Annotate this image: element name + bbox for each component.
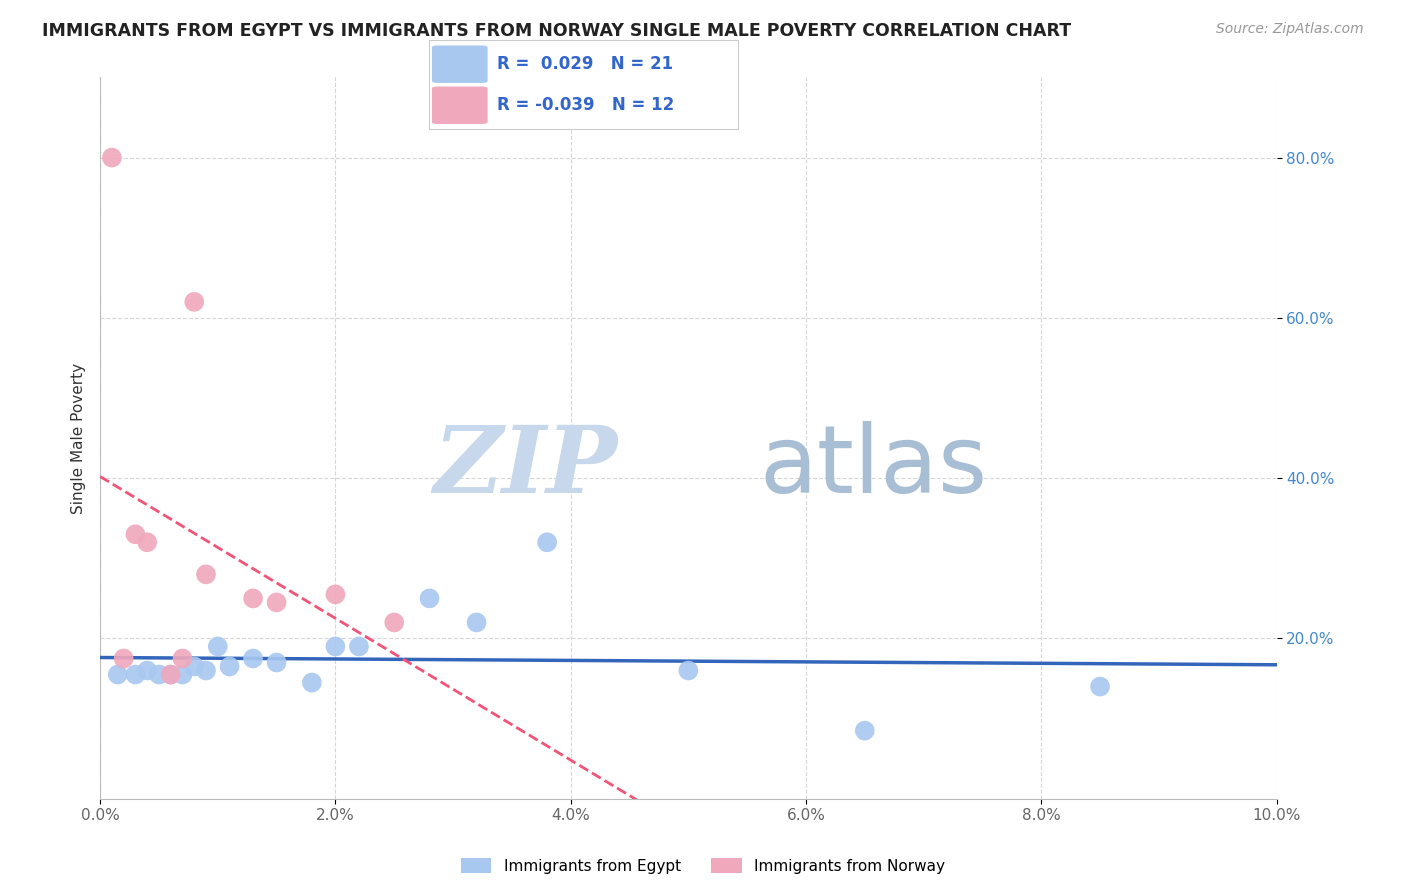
Y-axis label: Single Male Poverty: Single Male Poverty xyxy=(72,362,86,514)
Point xyxy=(1088,680,1111,694)
Point xyxy=(382,615,405,630)
Point xyxy=(347,640,370,654)
Point xyxy=(266,656,288,670)
Point xyxy=(172,667,194,681)
Point xyxy=(325,587,347,601)
Point xyxy=(266,595,288,609)
Point xyxy=(207,640,229,654)
Text: Source: ZipAtlas.com: Source: ZipAtlas.com xyxy=(1216,22,1364,37)
Point xyxy=(124,527,146,541)
Point xyxy=(301,675,323,690)
FancyBboxPatch shape xyxy=(432,45,488,83)
Text: R = -0.039   N = 12: R = -0.039 N = 12 xyxy=(496,96,673,114)
Text: IMMIGRANTS FROM EGYPT VS IMMIGRANTS FROM NORWAY SINGLE MALE POVERTY CORRELATION : IMMIGRANTS FROM EGYPT VS IMMIGRANTS FROM… xyxy=(42,22,1071,40)
Point xyxy=(183,294,205,309)
Point xyxy=(678,664,700,678)
Point xyxy=(101,151,124,165)
Point xyxy=(107,667,129,681)
Point xyxy=(465,615,488,630)
Point xyxy=(325,640,347,654)
Point xyxy=(172,651,194,665)
Point xyxy=(159,667,181,681)
Point xyxy=(136,535,159,549)
Point xyxy=(136,664,159,678)
Text: atlas: atlas xyxy=(759,421,987,513)
Point xyxy=(159,667,181,681)
Point xyxy=(148,667,170,681)
Point xyxy=(536,535,558,549)
Point xyxy=(218,659,240,673)
Point xyxy=(112,651,135,665)
Point xyxy=(183,659,205,673)
Point xyxy=(124,667,146,681)
Text: R =  0.029   N = 21: R = 0.029 N = 21 xyxy=(496,55,673,73)
Point xyxy=(853,723,876,738)
Point xyxy=(418,591,440,606)
Text: ZIP: ZIP xyxy=(433,422,617,512)
FancyBboxPatch shape xyxy=(432,87,488,124)
Point xyxy=(242,591,264,606)
Point xyxy=(242,651,264,665)
Legend: Immigrants from Egypt, Immigrants from Norway: Immigrants from Egypt, Immigrants from N… xyxy=(454,852,952,880)
Point xyxy=(195,664,218,678)
Point xyxy=(195,567,218,582)
